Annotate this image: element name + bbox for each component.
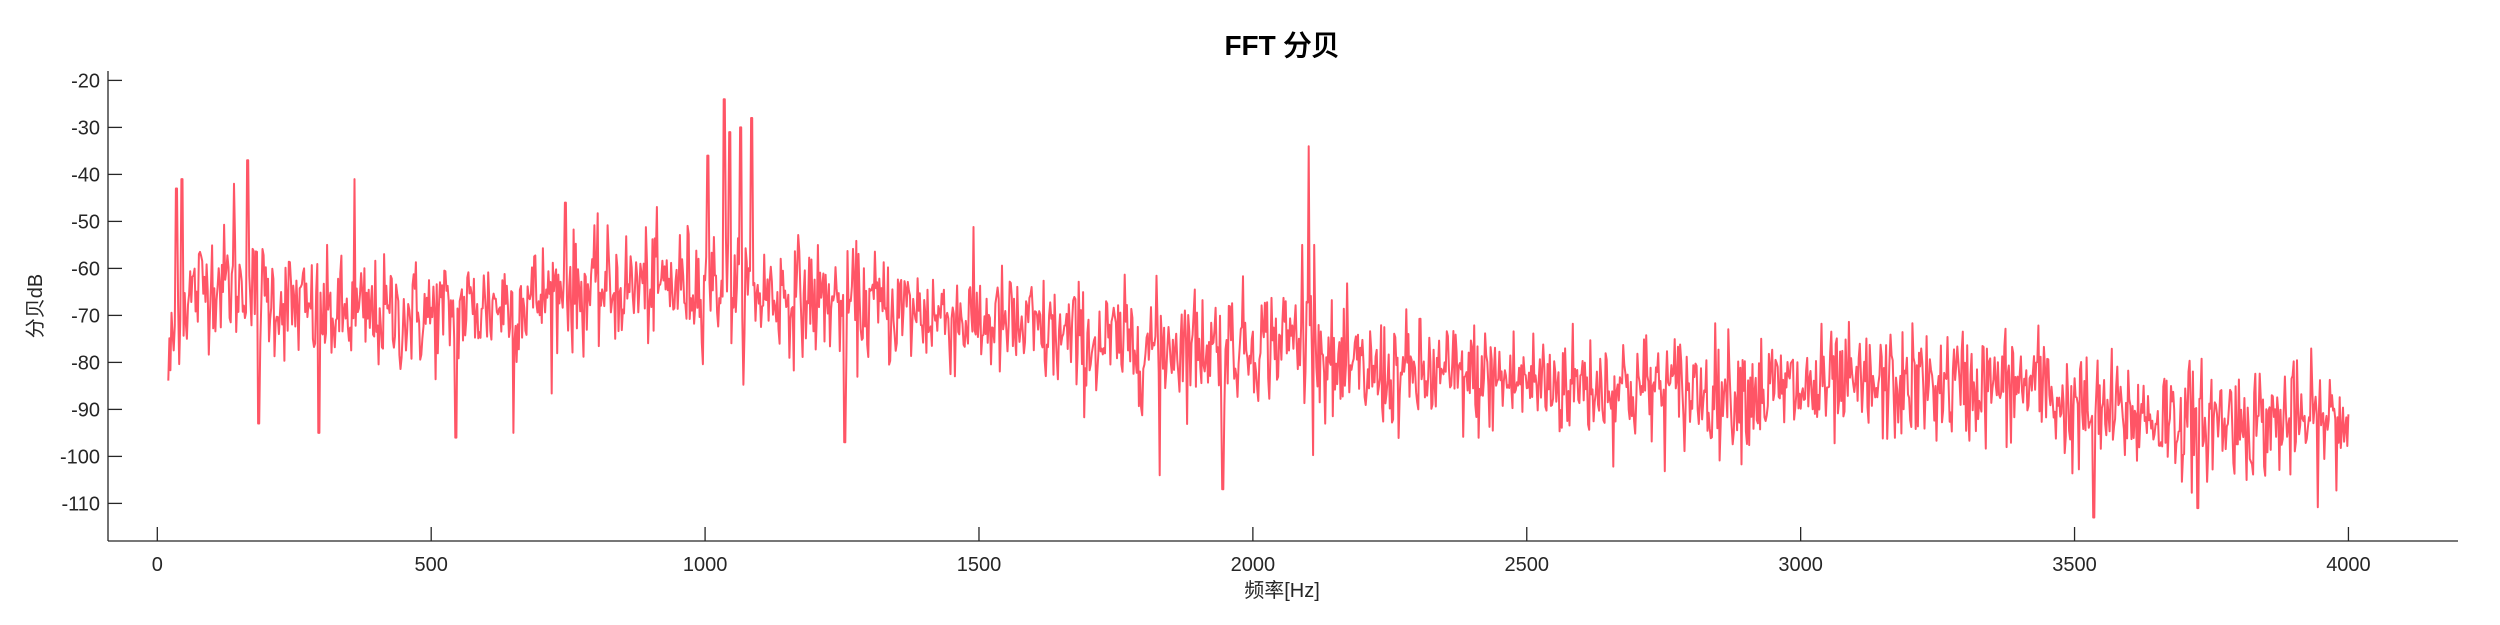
y-tick-label: -20 [71,70,100,92]
x-tick-label: 1000 [683,554,728,576]
x-tick-label: 0 [152,554,163,576]
x-tick-label: 3500 [2052,554,2097,576]
x-tick-label: 3000 [1778,554,1823,576]
y-tick-label: -110 [61,493,100,515]
y-tick-label: -50 [71,211,100,233]
x-tick-label: 500 [415,554,448,576]
plot-area [167,98,2350,519]
series-line-fft [167,98,2350,519]
x-axis-ticks: 0 500 1000 1500 2000 2500 3000 3500 4000 [152,527,2371,576]
y-tick-label: -70 [71,305,100,327]
x-tick-label: 2500 [1505,554,1550,576]
y-tick-label: -80 [71,352,100,374]
y-tick-label: -30 [71,117,100,139]
y-tick-label: -40 [71,164,100,186]
x-axis-label: 频率[Hz] [1244,579,1320,602]
x-tick-label: 4000 [2326,554,2371,576]
y-axis-ticks: -20 -30 -40 -50 -60 -70 -80 -90 -100 -110 [60,70,122,515]
x-tick-label: 2000 [1231,554,1276,576]
y-tick-label: -100 [60,446,100,468]
y-tick-label: -60 [71,258,100,280]
chart-title: FFT 分贝 [1224,30,1339,61]
y-axis-label: 分贝dB [24,274,47,338]
x-tick-label: 1500 [957,554,1002,576]
y-tick-label: -90 [71,399,100,421]
